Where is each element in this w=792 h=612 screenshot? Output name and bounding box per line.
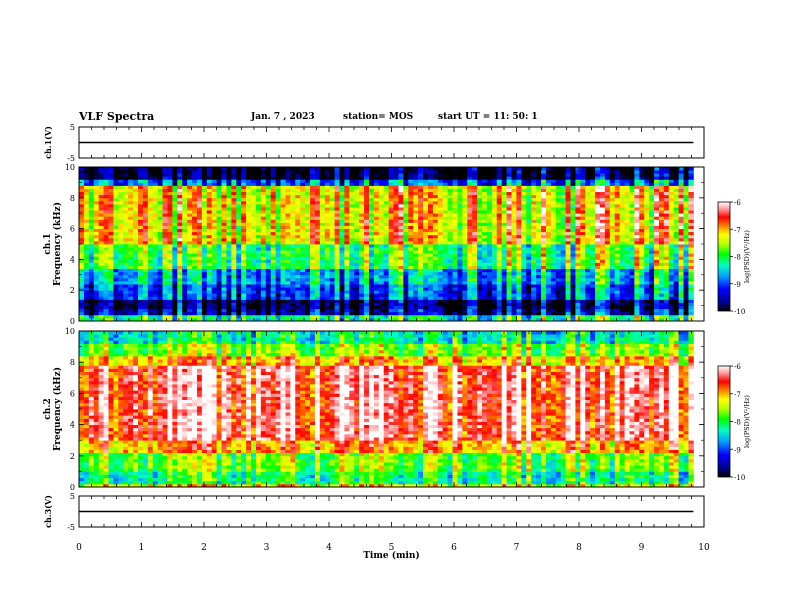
y-tick-label: -5 [67, 154, 75, 163]
y-tick-label: 6 [70, 225, 75, 234]
colorbar-tick-label: -6 [734, 199, 741, 207]
y-axis-label: ch.1(V) [43, 126, 53, 159]
colorbar-tick-label: -7 [734, 391, 741, 399]
y-tick-label: 10 [65, 327, 75, 336]
y-tick-label: 4 [70, 421, 75, 430]
colorbar-label: log(PSD)(V²/Hz) [743, 395, 751, 448]
colorbar-tick-label: -8 [734, 419, 741, 427]
y-tick-label: 0 [70, 483, 75, 492]
x-tick-label: 8 [576, 543, 582, 553]
colorbar-tick-label: -9 [734, 281, 741, 289]
x-tick-label: 3 [264, 543, 270, 553]
colorbar-tick-label: -8 [734, 254, 741, 262]
colorbar-label: log(PSD)(V²/Hz) [743, 230, 751, 283]
y-axis-label: ch.2 [43, 398, 53, 419]
colorbar-tick-label: -7 [734, 226, 741, 234]
y-tick-label: 0 [70, 317, 75, 326]
x-tick-label: 10 [698, 543, 710, 553]
colorbar-tick-label: -10 [734, 474, 745, 482]
start-time-label: start UT = 11: 50: 1 [438, 112, 538, 122]
y-tick-label: 5 [70, 123, 75, 132]
station-label: station= MOS [343, 112, 414, 122]
y-axis-label: Frequency (kHz) [52, 202, 63, 286]
y-tick-label: -5 [67, 523, 75, 532]
x-tick-label: 7 [514, 543, 520, 553]
spectrogram-cells [79, 331, 694, 488]
y-axis-label: ch.3(V) [43, 495, 53, 528]
y-tick-label: 10 [65, 163, 75, 172]
x-tick-label: 6 [451, 543, 457, 553]
x-tick-label: 0 [76, 543, 82, 553]
x-tick-label: 2 [201, 543, 207, 553]
colorbar [717, 365, 731, 478]
y-tick-label: 5 [70, 492, 75, 501]
x-tick-label: 4 [326, 543, 332, 553]
colorbar-tick-label: -6 [734, 363, 741, 371]
x-tick-label: 9 [639, 543, 645, 553]
x-tick-label: 5 [389, 543, 395, 553]
date-label: Jan. 7 , 2023 [251, 112, 315, 122]
y-tick-label: 8 [70, 358, 75, 367]
x-tick-label: 1 [139, 543, 145, 553]
x-axis-label: Time (min) [363, 550, 420, 561]
colorbar [717, 201, 731, 312]
y-tick-label: 2 [70, 286, 75, 295]
y-axis-label: Frequency (kHz) [52, 367, 63, 451]
chart-title: VLF Spectra [79, 110, 155, 123]
colorbar-tick-label: -9 [734, 446, 741, 454]
colorbar-tick-label: -10 [734, 308, 745, 316]
spectrogram-cells [79, 167, 694, 322]
y-tick-label: 4 [70, 255, 75, 264]
y-tick-label: 2 [70, 452, 75, 461]
y-tick-label: 6 [70, 389, 75, 398]
y-tick-label: 8 [70, 194, 75, 203]
y-axis-label: ch.1 [43, 233, 53, 254]
